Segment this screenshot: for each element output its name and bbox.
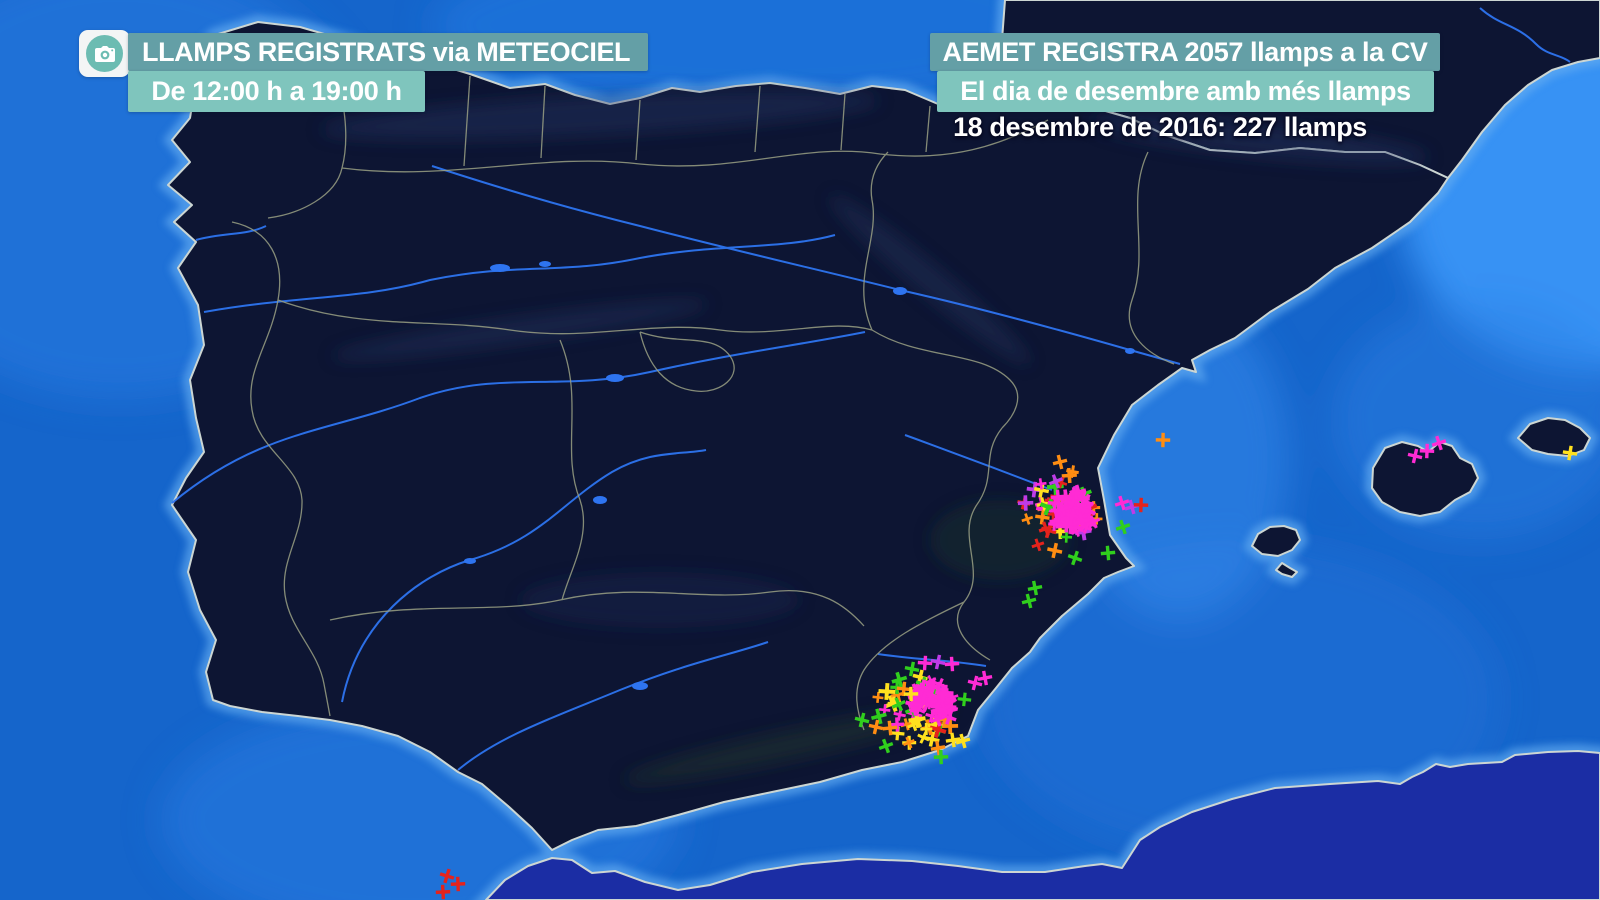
headline-record-date: 18 desembre de 2016: 227 llamps [953, 112, 1367, 142]
reservoirs [464, 261, 1135, 690]
headline-source-text: LLAMPS REGISTRATS via METEOCIEL [142, 36, 631, 67]
headline-aemet-text: AEMET REGISTRA 2057 llamps a la CV [942, 36, 1428, 67]
terrain-shading [320, 90, 1430, 784]
camera-icon [79, 30, 130, 77]
headline-timerange: De 12:00 h a 19:00 h [128, 71, 425, 112]
lightning-markers [435, 432, 1578, 900]
headline-record-day: El dia de desembre amb més llamps [937, 71, 1434, 112]
headline-aemet: AEMET REGISTRA 2057 llamps a la CV [930, 33, 1440, 71]
headline-source: LLAMPS REGISTRATS via METEOCIEL [128, 33, 648, 71]
headline-timerange-text: De 12:00 h a 19:00 h [151, 76, 402, 106]
headline-record-day-text: El dia de desembre amb més llamps [960, 76, 1411, 106]
region-borders [231, 41, 1175, 731]
